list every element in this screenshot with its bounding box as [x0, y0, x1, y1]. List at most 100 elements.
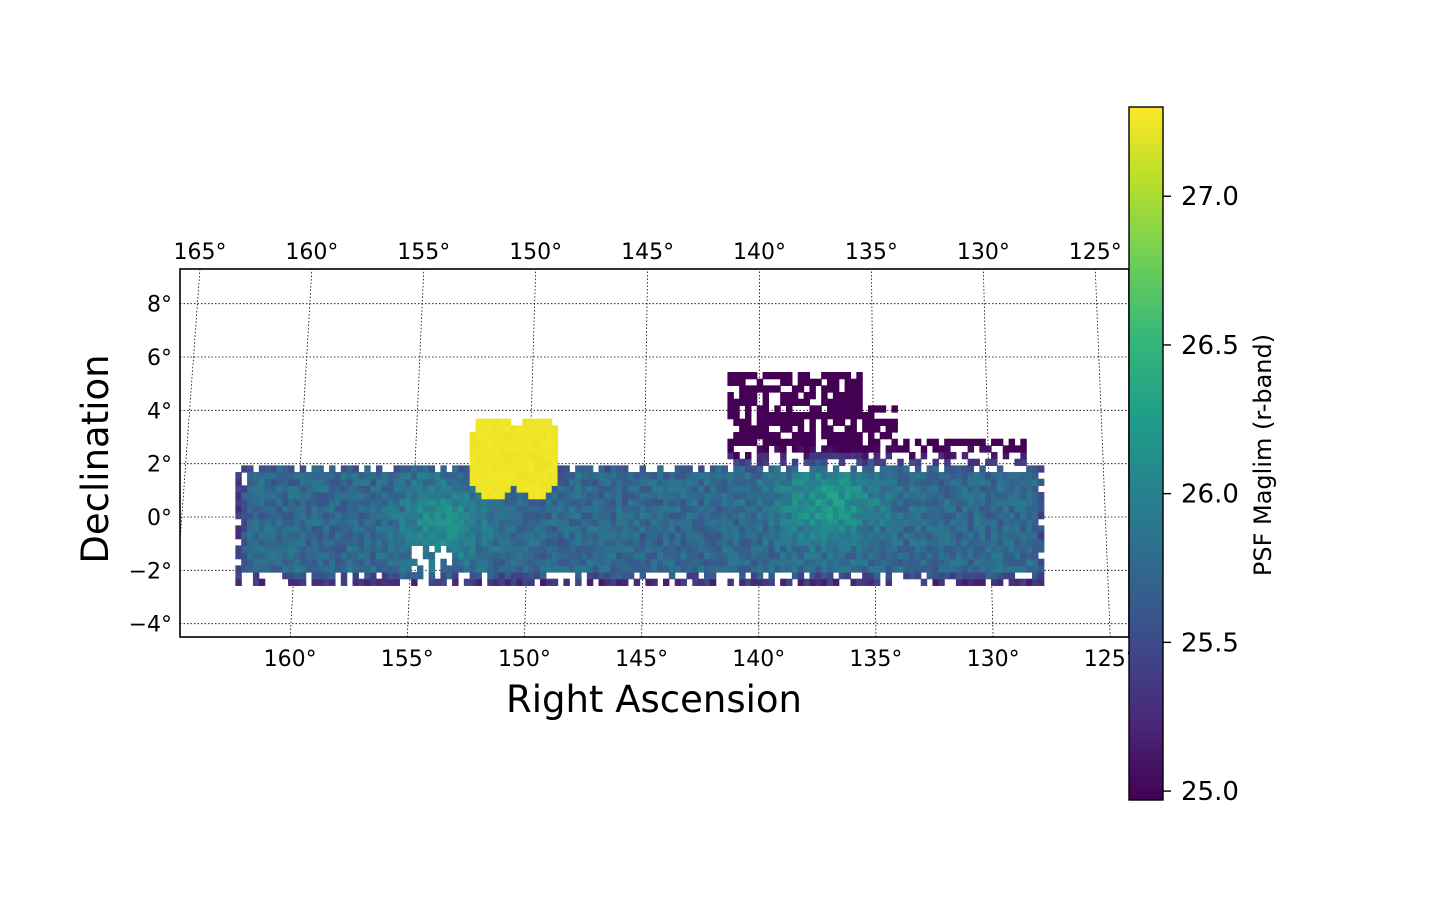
- heatmap-cell: [639, 485, 647, 493]
- heatmap-cell: [891, 565, 898, 573]
- heatmap-cell: [375, 545, 383, 553]
- heatmap-cell: [270, 485, 277, 493]
- heatmap-cell: [938, 525, 945, 533]
- heatmap-cell: [510, 505, 518, 513]
- heatmap-cell: [868, 472, 875, 480]
- heatmap-cell: [393, 532, 400, 540]
- heatmap-cell: [293, 532, 301, 540]
- heatmap-cell: [621, 518, 629, 526]
- heatmap-cell: [873, 578, 881, 586]
- heatmap-cell: [709, 485, 717, 493]
- heatmap-cell: [276, 478, 283, 486]
- heatmap-cell: [827, 565, 834, 573]
- heatmap-cell: [844, 552, 852, 560]
- heatmap-cell: [358, 532, 365, 540]
- heatmap-cell: [955, 492, 963, 500]
- heatmap-cell: [370, 472, 377, 480]
- heatmap-cell: [288, 572, 295, 580]
- heatmap-cell: [528, 485, 535, 493]
- heatmap-cell: [358, 505, 365, 513]
- heatmap-cell: [317, 505, 324, 513]
- colorbar: [1128, 106, 1164, 801]
- heatmap-cell: [528, 472, 535, 480]
- heatmap-cell: [411, 478, 418, 486]
- heatmap-cell: [545, 438, 553, 446]
- heatmap-cell: [434, 538, 441, 546]
- heatmap-cell: [791, 565, 799, 573]
- heatmap-cell: [844, 532, 852, 540]
- heatmap-cell: [610, 485, 617, 493]
- heatmap-cell: [416, 532, 424, 540]
- heatmap-cell: [528, 432, 535, 440]
- heatmap-cell: [1020, 492, 1027, 500]
- heatmap-cell: [715, 465, 723, 473]
- heatmap-cell: [469, 478, 477, 486]
- heatmap-cell: [692, 485, 699, 493]
- heatmap-cell: [780, 492, 787, 500]
- heatmap-cell: [926, 525, 934, 533]
- heatmap-cell: [715, 532, 723, 540]
- heatmap-cell: [668, 478, 676, 486]
- colorbar-tick-label: 26.5: [1181, 331, 1239, 361]
- heatmap-cell: [247, 512, 254, 520]
- heatmap-cell: [463, 545, 471, 553]
- heatmap-cell: [645, 578, 652, 586]
- heatmap-cell: [498, 445, 506, 453]
- heatmap-cell: [786, 438, 793, 446]
- heatmap-cell: [387, 545, 395, 553]
- heatmap-cell: [1026, 512, 1033, 520]
- heatmap-cell: [955, 512, 963, 520]
- heatmap-cell: [786, 545, 793, 553]
- heatmap-cell: [815, 458, 822, 466]
- heatmap-cell: [493, 458, 500, 466]
- heatmap-cell: [434, 525, 441, 533]
- heatmap-cell: [780, 558, 787, 566]
- heatmap-cell: [334, 525, 342, 533]
- heatmap-cell: [364, 538, 371, 546]
- heatmap-cell: [750, 432, 758, 440]
- heatmap-cell: [305, 518, 313, 526]
- x-tick-label: 150°: [498, 647, 551, 672]
- heatmap-cell: [721, 545, 729, 553]
- heatmap-cell: [299, 478, 307, 486]
- heatmap-cell: [944, 452, 951, 460]
- heatmap-cell: [996, 512, 1004, 520]
- heatmap-cell: [1037, 478, 1045, 486]
- heatmap-cell: [580, 485, 588, 493]
- heatmap-cell: [950, 552, 957, 560]
- heatmap-cell: [276, 492, 283, 500]
- heatmap-cell: [522, 545, 529, 553]
- heatmap-cell: [868, 565, 875, 573]
- heatmap-cell: [920, 525, 928, 533]
- heatmap-cell: [739, 378, 746, 386]
- heatmap-cell: [258, 532, 266, 540]
- heatmap-cell: [381, 485, 389, 493]
- heatmap-cell: [815, 518, 822, 526]
- heatmap-cell: [440, 512, 447, 520]
- heatmap-cell: [469, 572, 477, 580]
- heatmap-cell: [885, 558, 893, 566]
- heatmap-cell: [944, 572, 951, 580]
- heatmap-cell: [498, 478, 506, 486]
- heatmap-cell: [926, 465, 934, 473]
- heatmap-cell: [510, 558, 518, 566]
- heatmap-cell: [563, 465, 570, 473]
- heatmap-cell: [797, 478, 805, 486]
- heatmap-cell: [498, 572, 506, 580]
- heatmap-cell: [780, 398, 787, 406]
- heatmap-cell: [323, 472, 330, 480]
- heatmap-cell: [645, 485, 652, 493]
- heatmap-cell: [862, 552, 869, 560]
- heatmap-cell: [580, 565, 588, 573]
- heatmap-cell: [838, 505, 846, 513]
- heatmap-cell: [317, 472, 324, 480]
- heatmap-cell: [750, 425, 758, 433]
- heatmap-cell: [551, 478, 559, 486]
- heatmap-cell: [428, 485, 436, 493]
- heatmap-cell: [539, 458, 547, 466]
- heatmap-cell: [821, 425, 828, 433]
- heatmap-cell: [235, 565, 242, 573]
- heatmap-cell: [674, 518, 682, 526]
- heatmap-cell: [621, 558, 629, 566]
- heatmap-cell: [662, 492, 670, 500]
